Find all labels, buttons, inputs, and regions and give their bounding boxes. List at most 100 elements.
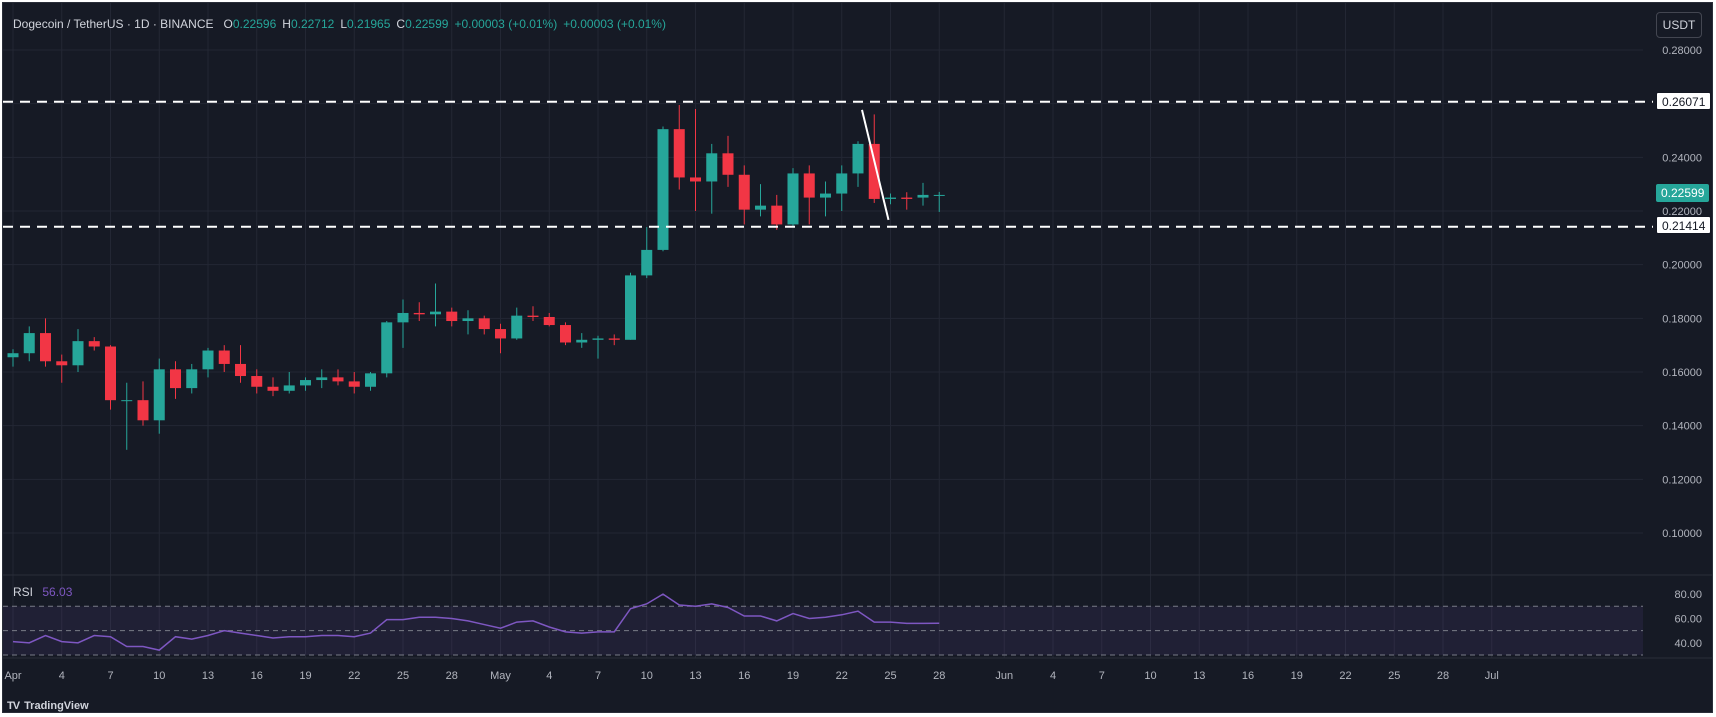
candle-up (641, 249, 653, 276)
tradingview-name: TradingView (24, 700, 89, 712)
time-tick-label: 25 (397, 670, 409, 682)
time-tick-label: 16 (251, 670, 263, 682)
tradingview-brand[interactable]: TV TradingView (7, 700, 89, 712)
candle-up (836, 173, 848, 194)
candle-up (202, 350, 214, 370)
price-axis[interactable]: 0.280000.260000.240000.220000.200000.180… (1662, 45, 1702, 540)
time-tick-label: 22 (348, 670, 360, 682)
time-tick-label: 10 (641, 670, 653, 682)
candle-up (300, 380, 311, 386)
price-tick-label: 0.18000 (1662, 313, 1702, 325)
price-tick-label: 0.24000 (1662, 152, 1702, 164)
candle-down (56, 361, 68, 366)
candle-up (381, 322, 393, 374)
candle-down (137, 400, 149, 421)
open-value: 0.22596 (232, 17, 277, 31)
time-tick-label: 25 (884, 670, 896, 682)
candle-down (673, 129, 685, 178)
candle-up (283, 385, 295, 391)
candle-down (738, 174, 750, 210)
low-label: L (340, 17, 348, 31)
price-tick-label: 0.20000 (1662, 260, 1702, 272)
time-tick-label: 16 (1242, 670, 1254, 682)
price-tick-label: 0.14000 (1662, 421, 1702, 433)
candle-down (218, 350, 230, 364)
time-tick-label: 19 (299, 670, 311, 682)
candle-up (23, 333, 35, 354)
time-tick-label: Jul (1485, 670, 1499, 682)
symbol-title[interactable]: Dogecoin / TetherUS · 1D · BINANCE (13, 17, 214, 31)
candle-down (722, 153, 734, 175)
candle-up (852, 143, 864, 174)
time-tick-label: 19 (1291, 670, 1303, 682)
horizontal-levels (3, 100, 1653, 228)
low-value: 0.21965 (347, 17, 391, 31)
candle-up (706, 153, 718, 182)
currency-button[interactable]: USDT (1656, 12, 1702, 38)
grid-lines (3, 3, 1712, 659)
high-label: H (282, 17, 291, 31)
candle-down (332, 377, 344, 382)
candle-up (820, 193, 831, 198)
price-tick-label: 0.10000 (1662, 528, 1702, 540)
candle-up (316, 377, 328, 381)
support-price-tag: 0.21414 (1656, 216, 1712, 234)
price-tick-label: 0.22000 (1662, 206, 1702, 218)
price-tick-label: 0.28000 (1662, 45, 1702, 57)
candle-up (153, 369, 165, 421)
candlestick-series (7, 105, 945, 450)
candle-down (413, 312, 425, 315)
candle-down (88, 341, 100, 347)
time-axis[interactable]: Apr 4 7 10 13 16 19 22 25 28 May 4 7 10 13 16 19 22 25 28 Ju… (4, 670, 1498, 682)
candle-down (251, 376, 263, 387)
symbol-header: Dogecoin / TetherUS · 1D · BINANCE O 0.2… (13, 17, 672, 31)
candle-down (40, 333, 51, 362)
time-tick-label: Jun (995, 670, 1013, 682)
candle-up (397, 312, 409, 323)
candle-up (933, 194, 945, 196)
candle-up (917, 194, 929, 198)
rsi-tick-label: 40.00 (1674, 638, 1702, 650)
candle-down (901, 197, 913, 199)
open-label: O (223, 17, 233, 31)
time-tick-label: 25 (1388, 670, 1400, 682)
rsi-header[interactable]: RSI 56.03 (13, 585, 72, 599)
time-tick-label: Apr (4, 670, 21, 682)
candle-up (462, 318, 474, 322)
resistance-price-tag: 0.26071 (1656, 92, 1712, 110)
candle-down (348, 381, 360, 387)
chart-canvas[interactable]: 0.280000.260000.240000.220000.200000.180… (3, 3, 1713, 713)
price-tick-label: 0.16000 (1662, 367, 1702, 379)
time-tick-label: May (490, 670, 511, 682)
candle-down (478, 318, 490, 330)
rsi-tick-label: 80.00 (1674, 589, 1702, 601)
last-price-tag: 0.22599 (1656, 184, 1710, 202)
close-value: 0.22599 (405, 17, 449, 31)
candle-up (576, 339, 588, 343)
trendline-drawing[interactable] (861, 109, 890, 221)
time-tick-label: 4 (59, 670, 65, 682)
time-tick-label: 7 (107, 670, 113, 682)
candle-down (803, 173, 815, 198)
time-tick-label: 10 (153, 670, 165, 682)
price-tick-label: 0.12000 (1662, 474, 1702, 486)
candle-up (72, 341, 84, 366)
candle-down (868, 143, 880, 199)
rsi-value: 56.03 (42, 585, 73, 599)
candle-down (608, 338, 620, 340)
candle-down (170, 369, 181, 389)
high-value: 0.22712 (290, 17, 335, 31)
time-tick-label: 28 (1437, 670, 1449, 682)
time-tick-label: 4 (1050, 670, 1056, 682)
candle-up (365, 373, 376, 387)
candle-up (787, 173, 799, 225)
change-value: +0.00003 (+0.01%) (454, 17, 558, 31)
rsi-band (3, 605, 1643, 656)
rsi-series (12, 593, 940, 651)
candle-down (105, 346, 116, 401)
rsi-tick-label: 60.00 (1674, 613, 1702, 625)
trendline (861, 109, 890, 221)
time-tick-label: 22 (1339, 670, 1351, 682)
rsi-axis: 80.00 60.00 40.00 (1674, 589, 1702, 650)
